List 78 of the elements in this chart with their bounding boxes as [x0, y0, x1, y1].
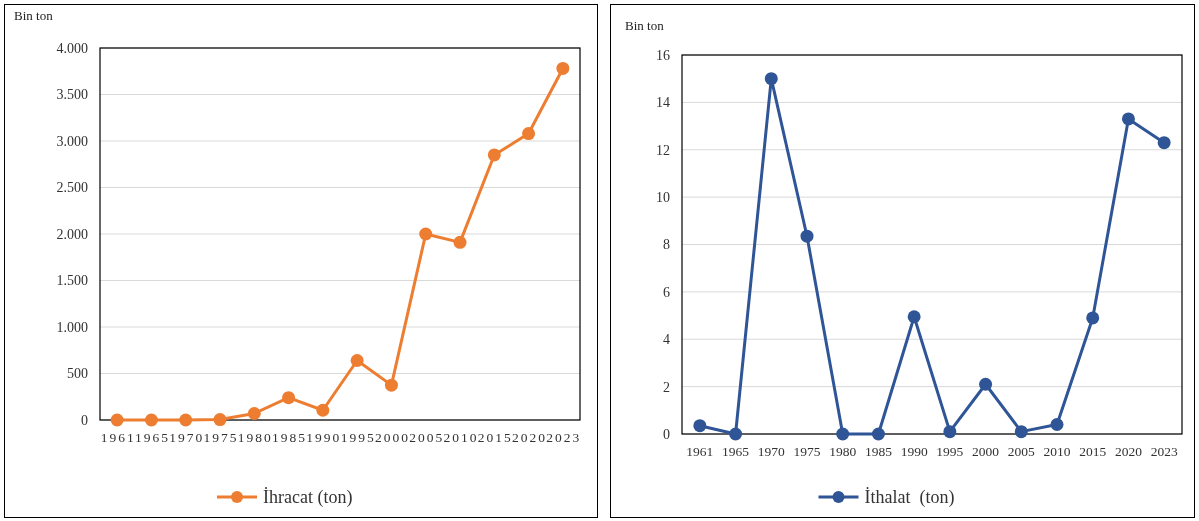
x-tick-label: 1985 — [272, 430, 306, 445]
x-tick-label: 1975 — [793, 444, 821, 459]
y-tick-label: 3.000 — [56, 133, 88, 149]
y-tick-label: 4 — [663, 332, 670, 348]
point — [943, 425, 957, 439]
y-axis-title: Bin ton — [14, 8, 54, 23]
point — [522, 127, 536, 141]
y-tick-label: 4.000 — [56, 40, 88, 56]
x-tick-label: 2023 — [546, 430, 580, 445]
point — [693, 419, 707, 433]
point — [110, 413, 124, 427]
y-tick-label: 0 — [663, 426, 670, 442]
point — [179, 413, 193, 427]
point — [453, 235, 467, 249]
point — [556, 61, 570, 75]
legend-label: İhracat (ton) — [263, 487, 353, 509]
x-tick-label: 2020 — [1114, 444, 1143, 459]
y-tick-label: 0 — [81, 412, 88, 428]
point — [1014, 425, 1028, 439]
x-tick-label: 1965 — [134, 430, 169, 445]
y-tick-label: 8 — [663, 237, 670, 253]
x-tick-label: 1980 — [829, 444, 857, 459]
y-tick-label: 10 — [656, 190, 670, 206]
x-tick-label: 1995 — [340, 430, 374, 445]
point — [800, 229, 814, 243]
x-tick-label: 2000 — [374, 430, 409, 445]
x-tick-label: 1975 — [203, 430, 237, 445]
y-tick-label: 1.000 — [56, 319, 88, 335]
y-tick-label: 2 — [663, 379, 670, 395]
point — [836, 427, 850, 441]
x-tick-label: 1961 — [686, 444, 714, 459]
y-tick-label: 500 — [67, 366, 88, 382]
point — [487, 148, 501, 162]
x-tick-label: 1995 — [936, 444, 964, 459]
x-tick-label: 1990 — [900, 444, 928, 459]
x-tick-label: 1965 — [722, 444, 750, 459]
point — [1121, 112, 1135, 126]
x-tick-label: 2005 — [1007, 444, 1036, 459]
x-tick-label: 1970 — [169, 430, 203, 445]
x-tick-label: 2005 — [409, 430, 443, 445]
point — [1086, 311, 1100, 325]
y-tick-label: 3.500 — [56, 87, 88, 103]
point — [247, 406, 261, 420]
y-tick-label: 2.500 — [56, 180, 88, 196]
point — [213, 413, 227, 427]
y-tick-label: 6 — [663, 284, 670, 300]
x-tick-label: 1980 — [237, 430, 272, 445]
x-tick-label: 2020 — [512, 430, 546, 445]
x-tick-label: 2010 — [1043, 444, 1071, 459]
point — [871, 427, 885, 441]
y-tick-label: 14 — [656, 95, 670, 111]
x-tick-label: 2015 — [477, 430, 512, 445]
x-tick-label: 2023 — [1150, 444, 1178, 459]
x-tick-label: 2010 — [443, 430, 477, 445]
y-tick-label: 2.000 — [56, 226, 88, 242]
point — [144, 413, 158, 427]
point — [907, 310, 921, 324]
point — [1157, 136, 1171, 150]
y-tick-label: 16 — [656, 47, 670, 63]
x-tick-label: 1961 — [100, 430, 134, 445]
point — [419, 227, 433, 241]
x-tick-label: 1985 — [864, 444, 893, 459]
x-tick-label: 1990 — [306, 430, 340, 445]
x-tick-label: 1970 — [757, 444, 786, 459]
point — [316, 403, 330, 417]
legend-label: İthalat (ton) — [864, 487, 955, 509]
x-tick-label: 2015 — [1079, 444, 1107, 459]
x-tick-label: 2000 — [972, 444, 1000, 459]
point — [282, 391, 296, 405]
y-tick-label: 12 — [656, 142, 670, 158]
point — [764, 72, 778, 86]
y-axis-title: Bin ton — [625, 18, 665, 33]
point — [979, 377, 993, 391]
y-tick-label: 1.500 — [56, 273, 88, 289]
point — [1050, 418, 1064, 432]
point — [384, 378, 398, 392]
point — [350, 353, 364, 367]
point — [729, 427, 743, 441]
